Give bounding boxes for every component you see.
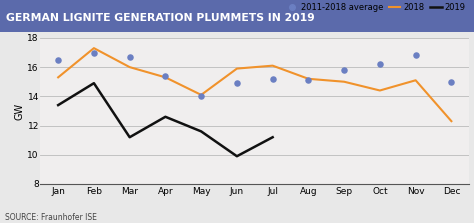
Point [55,58,62,62]
Y-axis label: GW: GW [15,102,25,120]
Point [162,74,169,78]
Point [340,68,348,72]
Text: SOURCE: Fraunhofer ISE: SOURCE: Fraunhofer ISE [5,213,97,222]
Point [90,51,98,54]
Point [305,78,312,82]
Point [412,54,419,57]
Point [269,77,276,81]
Point [447,80,455,84]
Text: GERMAN LIGNITE GENERATION PLUMMETS IN 2019: GERMAN LIGNITE GENERATION PLUMMETS IN 20… [6,13,314,23]
Legend: 2011-2018 average, 2018, 2019: 2011-2018 average, 2018, 2019 [286,3,465,12]
Point [233,81,241,85]
Point [376,62,383,66]
Point [197,95,205,98]
Point [126,55,134,59]
